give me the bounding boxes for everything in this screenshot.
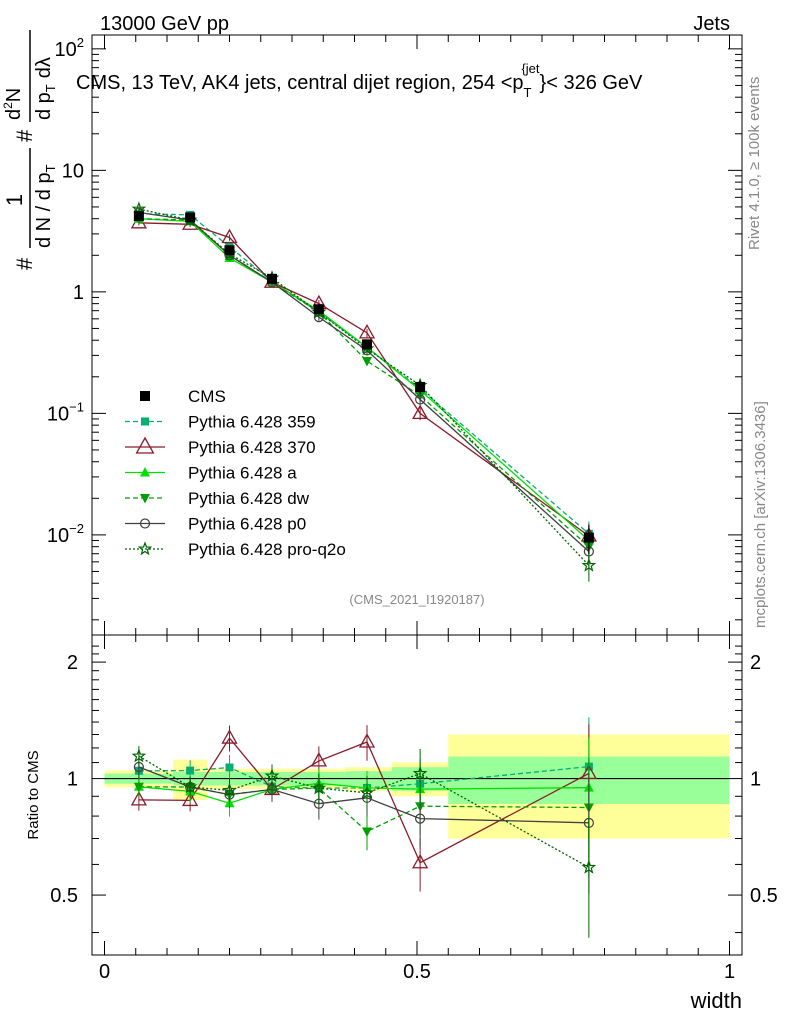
legend-item: Pythia 6.428 359 xyxy=(125,413,316,432)
y-tick-label: 10 xyxy=(62,160,84,182)
point-marker xyxy=(412,765,428,780)
point-marker xyxy=(139,518,151,529)
point-marker xyxy=(222,782,237,797)
point-marker xyxy=(182,779,198,794)
ratio-y-tick-label-right: 2 xyxy=(750,652,761,674)
point-marker xyxy=(264,768,280,783)
point-marker xyxy=(415,394,426,405)
point-marker xyxy=(412,853,429,869)
legend-label: Pythia 6.428 pro-q2o xyxy=(188,540,346,559)
point-marker xyxy=(581,557,597,572)
ratio-y-tick-label-right: 1 xyxy=(750,769,761,791)
ylabel-dp: d pTdλ xyxy=(33,57,58,120)
chart-title: CMS, 13 TeV, AK4 jets, central dijet reg… xyxy=(76,61,643,100)
point-marker xyxy=(137,541,153,556)
ylabel-hash2: # xyxy=(12,129,37,142)
point-marker xyxy=(130,791,147,806)
y-tick-label: 1 xyxy=(73,282,84,304)
point-marker xyxy=(358,733,376,748)
ratio-series-line-0 xyxy=(138,765,589,789)
point-marker xyxy=(362,356,372,367)
point-marker xyxy=(310,752,327,767)
series-line-0 xyxy=(138,213,590,535)
ratio-plot-area: 0 0.5 1 2 2 1 1 0.5 0.5 xyxy=(50,635,778,983)
x-tick-label: 1 xyxy=(724,961,735,983)
ratio-y-tick-label: 0.5 xyxy=(50,885,78,907)
legend-item: Pythia 6.428 dw xyxy=(125,489,310,508)
mcplots-label: mcplots.cern.ch [arXiv:1306.3436] xyxy=(752,401,769,628)
ratio-y-tick-label: 2 xyxy=(67,652,78,674)
point-marker xyxy=(182,791,199,807)
point-marker xyxy=(362,827,372,838)
ratio-series-line-1 xyxy=(138,736,590,864)
point-marker xyxy=(267,273,277,284)
series-line-2 xyxy=(138,218,590,541)
point-marker xyxy=(140,467,150,477)
point-marker xyxy=(133,211,144,222)
point-marker xyxy=(185,212,196,223)
point-marker xyxy=(140,494,150,504)
ylabel-frac-num: 1 xyxy=(2,194,27,206)
legend-item: Pythia 6.428 pro-q2o xyxy=(125,540,346,559)
legend-item: Pythia 6.428 a xyxy=(125,464,297,483)
legend-item: Pythia 6.428 p0 xyxy=(125,515,306,534)
point-marker xyxy=(583,532,594,543)
point-marker xyxy=(131,748,147,763)
point-marker xyxy=(135,436,155,454)
series-line-5 xyxy=(138,208,590,566)
reference-label: (CMS_2021_I1920187) xyxy=(349,592,484,607)
header-right: Jets xyxy=(693,13,730,35)
point-marker xyxy=(221,729,238,744)
point-marker xyxy=(412,404,429,420)
point-marker xyxy=(141,417,149,426)
x-tick-label: 0.5 xyxy=(403,961,431,983)
y-tick-label: 102 xyxy=(55,35,84,61)
ylabel-frac-den: d N / d pT xyxy=(33,164,58,248)
point-marker xyxy=(581,859,597,874)
point-marker xyxy=(415,813,426,824)
main-plot-area: 102 10 1 10−1 10−2 xyxy=(47,35,742,635)
point-marker xyxy=(221,228,238,244)
y-axis-label: # 1 d N / d pT # d2N d pTdλ xyxy=(1,30,58,270)
rivet-label: Rivet 4.1.0, ≥ 100k events xyxy=(746,77,763,250)
y-tick-label: 10−2 xyxy=(47,521,84,547)
point-marker xyxy=(140,391,150,401)
point-marker xyxy=(224,245,235,256)
point-marker xyxy=(415,381,426,392)
ratio-y-tick-label-right: 0.5 xyxy=(750,885,778,907)
point-marker xyxy=(311,780,327,795)
legend-label: Pythia 6.428 a xyxy=(188,464,297,483)
point-marker xyxy=(359,785,375,799)
legend-label: Pythia 6.428 p0 xyxy=(188,515,306,534)
x-tick-label: 0 xyxy=(99,961,110,983)
legend-label: Pythia 6.428 359 xyxy=(188,413,316,432)
point-marker xyxy=(225,763,234,772)
ylabel-d2n: d2N xyxy=(1,88,25,120)
point-marker xyxy=(186,766,195,775)
legend-label: Pythia 6.428 dw xyxy=(188,489,310,508)
y-tick-label: 10−1 xyxy=(47,399,84,425)
point-marker xyxy=(362,339,372,350)
ratio-series-line-4 xyxy=(138,766,589,824)
ratio-ylabel: Ratio to CMS xyxy=(25,750,42,839)
point-marker xyxy=(133,782,144,793)
legend-label: CMS xyxy=(188,387,226,406)
point-marker xyxy=(358,324,376,339)
legend-item: CMS xyxy=(140,387,226,406)
point-marker xyxy=(313,304,324,315)
legend-item: Pythia 6.428 370 xyxy=(125,436,316,457)
ylabel-hash1: # xyxy=(12,257,37,270)
x-axis-label: width xyxy=(690,988,742,1013)
ratio-y-tick-label: 1 xyxy=(67,769,78,791)
legend: CMS Pythia 6.428 359 Pythia 6.428 370 Pythi… xyxy=(125,387,346,559)
header-left: 13000 GeV pp xyxy=(100,13,229,35)
ratio-series-line-5 xyxy=(138,755,590,868)
legend-label: Pythia 6.428 370 xyxy=(188,438,316,457)
ratio-series-line-2 xyxy=(138,782,589,804)
